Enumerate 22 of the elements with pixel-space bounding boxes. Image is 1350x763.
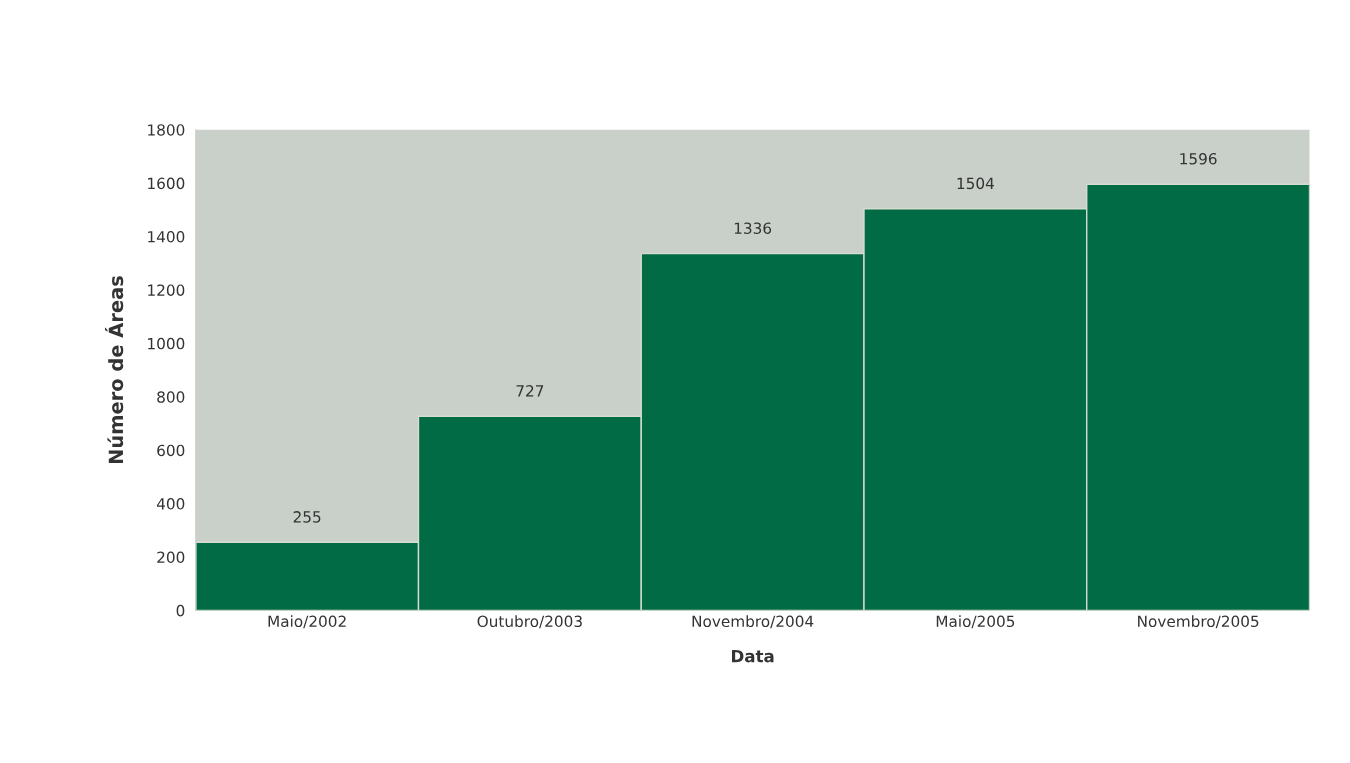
data-label: 1336 xyxy=(734,222,772,234)
y-tick-label: 800 xyxy=(157,391,185,403)
data-label: 255 xyxy=(293,511,321,523)
y-tick-label: 600 xyxy=(157,444,185,457)
x-tick-label: Novembro/2004 xyxy=(692,615,814,629)
data-label: 727 xyxy=(516,385,544,397)
data-label: 1504 xyxy=(957,177,994,190)
y-tick-label: 1800 xyxy=(148,124,185,136)
x-tick-label: Outubro/2003 xyxy=(477,615,582,629)
x-axis-title: Data xyxy=(732,650,774,663)
y-tick-label: 200 xyxy=(157,551,185,564)
data-label: 1596 xyxy=(1180,153,1217,165)
y-tick-label: 1000 xyxy=(148,337,185,350)
y-tick-label: 1600 xyxy=(148,177,185,190)
x-tick-label: Maio/2005 xyxy=(936,615,1015,629)
x-tick-label: Maio/2002 xyxy=(268,615,346,629)
y-axis-title: Número de Áreas xyxy=(104,276,124,464)
y-tick-label: 1400 xyxy=(148,231,185,243)
x-tick-label: Novembro/2005 xyxy=(1138,615,1259,629)
y-tick-label: 400 xyxy=(156,498,185,510)
y-tick-label: 0 xyxy=(176,604,185,617)
y-tick-label: 1200 xyxy=(148,284,185,296)
